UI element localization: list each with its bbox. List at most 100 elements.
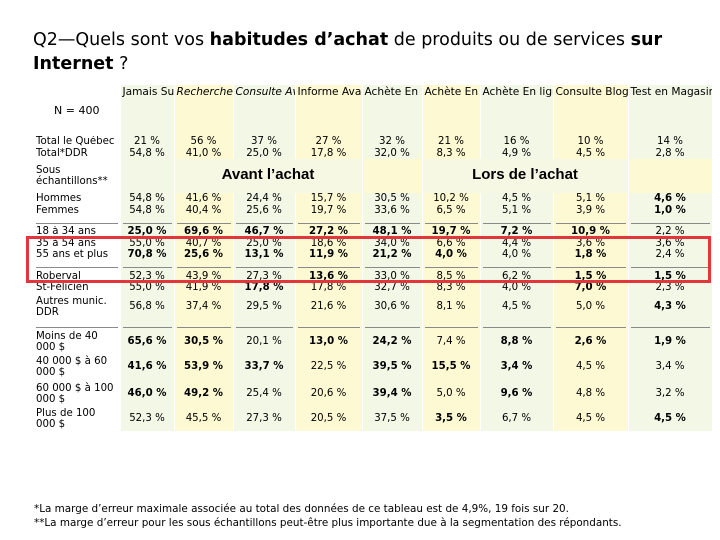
cell: 1,0 % <box>628 204 713 216</box>
cell: 5,0 % <box>422 380 481 408</box>
cell: 4,0 % <box>422 249 481 261</box>
title-text-3: ? <box>113 54 129 74</box>
cell: 6,7 % <box>480 407 554 431</box>
cell: 10,9 % <box>553 226 629 238</box>
cell: 4,5 % <box>628 407 713 431</box>
cell: 70,8 % <box>120 249 175 261</box>
cell: 4,6 % <box>628 193 713 205</box>
table-row: Roberval 52,3 % 43,9 % 27,3 % 13,6 % 33,0 % 8,… <box>34 270 713 282</box>
cell: 10,2 % <box>422 193 481 205</box>
cell: 54,8 % <box>120 204 175 216</box>
cell: 14 % <box>628 136 713 148</box>
row-label: Autres munic. DDR <box>34 293 121 321</box>
cell: 41,6 % <box>174 193 234 205</box>
cell: 3,5 % <box>422 407 481 431</box>
cell: 54,8 % <box>120 193 175 205</box>
cell: 8,3 % <box>422 147 481 159</box>
table-row: Total*DDR 54,8 % 41,0 % 25,0 % 17,8 % 32… <box>34 147 713 159</box>
cell: 45,5 % <box>174 407 234 431</box>
footnote-2: **La marge d’erreur pour les sous échant… <box>34 516 622 529</box>
cell: 2,2 % <box>628 226 713 238</box>
cell: 69,6 % <box>174 226 234 238</box>
cell: 5,1 % <box>553 193 629 205</box>
cell: 27,2 % <box>295 226 363 238</box>
cell: 21,2 % <box>362 249 423 261</box>
sample-size-label: N = 400 <box>34 85 121 136</box>
row-label: 55 ans et plus <box>34 249 121 261</box>
cell: 13,0 % <box>295 330 363 354</box>
group-separator <box>34 216 713 226</box>
row-label: Hommes <box>34 193 121 205</box>
cell: 15,7 % <box>295 193 363 205</box>
cell: 4,0 % <box>480 249 554 261</box>
cell: 32 % <box>362 136 423 148</box>
cell: 4,5 % <box>553 353 629 381</box>
cell: 3,2 % <box>628 380 713 408</box>
cell: 3,9 % <box>553 204 629 216</box>
cell: 4,3 % <box>628 293 713 321</box>
cell: 4,8 % <box>553 380 629 408</box>
col-header: Achète En ligne E-U <box>422 85 481 136</box>
cell: 21,6 % <box>295 293 363 321</box>
cell: 17,8 % <box>295 147 363 159</box>
cell: 13,6 % <box>295 270 363 282</box>
cell: 37,5 % <box>362 407 423 431</box>
row-label: Total*DDR <box>34 147 121 159</box>
cell: 1,5 % <box>553 270 629 282</box>
cell: 32,0 % <box>362 147 423 159</box>
table-row: 55 ans et plus 70,8 % 25,6 % 13,1 % 11,9 % 21… <box>34 249 713 261</box>
cell: 55,0 % <box>120 237 175 249</box>
row-label: Moins de 40 000 $ <box>34 330 121 354</box>
cell: 48,1 % <box>362 226 423 238</box>
cell: 46,7 % <box>233 226 296 238</box>
cell: 30,5 % <box>174 330 234 354</box>
cell: 6,5 % <box>422 204 481 216</box>
cell: 15,5 % <box>422 353 481 381</box>
cell: 2,3 % <box>628 282 713 294</box>
row-label: 40 000 $ à 60 000 $ <box>34 353 121 381</box>
row-label: Plus de 100 000 $ <box>34 407 121 431</box>
cell: 56,8 % <box>120 293 175 321</box>
cell: 27,3 % <box>233 270 296 282</box>
col-header: Jamais Sur Internet <box>120 85 175 136</box>
cell: 25,4 % <box>233 380 296 408</box>
cell: 41,6 % <box>120 353 175 381</box>
cell: 8,1 % <box>422 293 481 321</box>
cell: 4,5 % <box>480 193 554 205</box>
col-header: Informe Avant achat <box>295 85 363 136</box>
cell: 65,6 % <box>120 330 175 354</box>
cell: 6,6 % <box>422 237 481 249</box>
cell: 33,6 % <box>362 204 423 216</box>
cell: 5,1 % <box>480 204 554 216</box>
cell: 1,5 % <box>628 270 713 282</box>
cell: 39,4 % <box>362 380 423 408</box>
cell: 27 % <box>295 136 363 148</box>
cell: 25,6 % <box>174 249 234 261</box>
cell: 53,9 % <box>174 353 234 381</box>
header-row: N = 400 Jamais Sur Internet Recherche Av… <box>34 85 713 136</box>
cell: 6,2 % <box>480 270 554 282</box>
cell: 11,9 % <box>295 249 363 261</box>
row-label: Femmes <box>34 204 121 216</box>
cell: 3,4 % <box>480 353 554 381</box>
table-row: Femmes 54,8 % 40,4 % 25,6 % 19,7 % 33,6 % 6,5 … <box>34 204 713 216</box>
cell: 55,0 % <box>120 282 175 294</box>
row-label: 60 000 $ à 100 000 $ <box>34 380 121 408</box>
cell: 4,5 % <box>480 293 554 321</box>
cell: 21 % <box>422 136 481 148</box>
col-header: Achète En ligne Extérieur <box>480 85 554 136</box>
caption-lors: Lors de l’achat <box>472 166 578 184</box>
cell: 33,7 % <box>233 353 296 381</box>
cell: 20,1 % <box>233 330 296 354</box>
cell: 29,5 % <box>233 293 296 321</box>
row-label: St-Félicien <box>34 282 121 294</box>
cell: 40,7 % <box>174 237 234 249</box>
cell: 17,8 % <box>295 282 363 294</box>
table-row: St-Félicien 55,0 % 41,9 % 17,8 % 17,8 % 32,7 … <box>34 282 713 294</box>
footnotes: *La marge d’erreur maximale associée au … <box>34 503 622 530</box>
title-bold-2: sur Internet <box>33 30 663 74</box>
cell: 13,1 % <box>233 249 296 261</box>
cell: 24,4 % <box>233 193 296 205</box>
cell: 1,9 % <box>628 330 713 354</box>
cell: 8,5 % <box>422 270 481 282</box>
